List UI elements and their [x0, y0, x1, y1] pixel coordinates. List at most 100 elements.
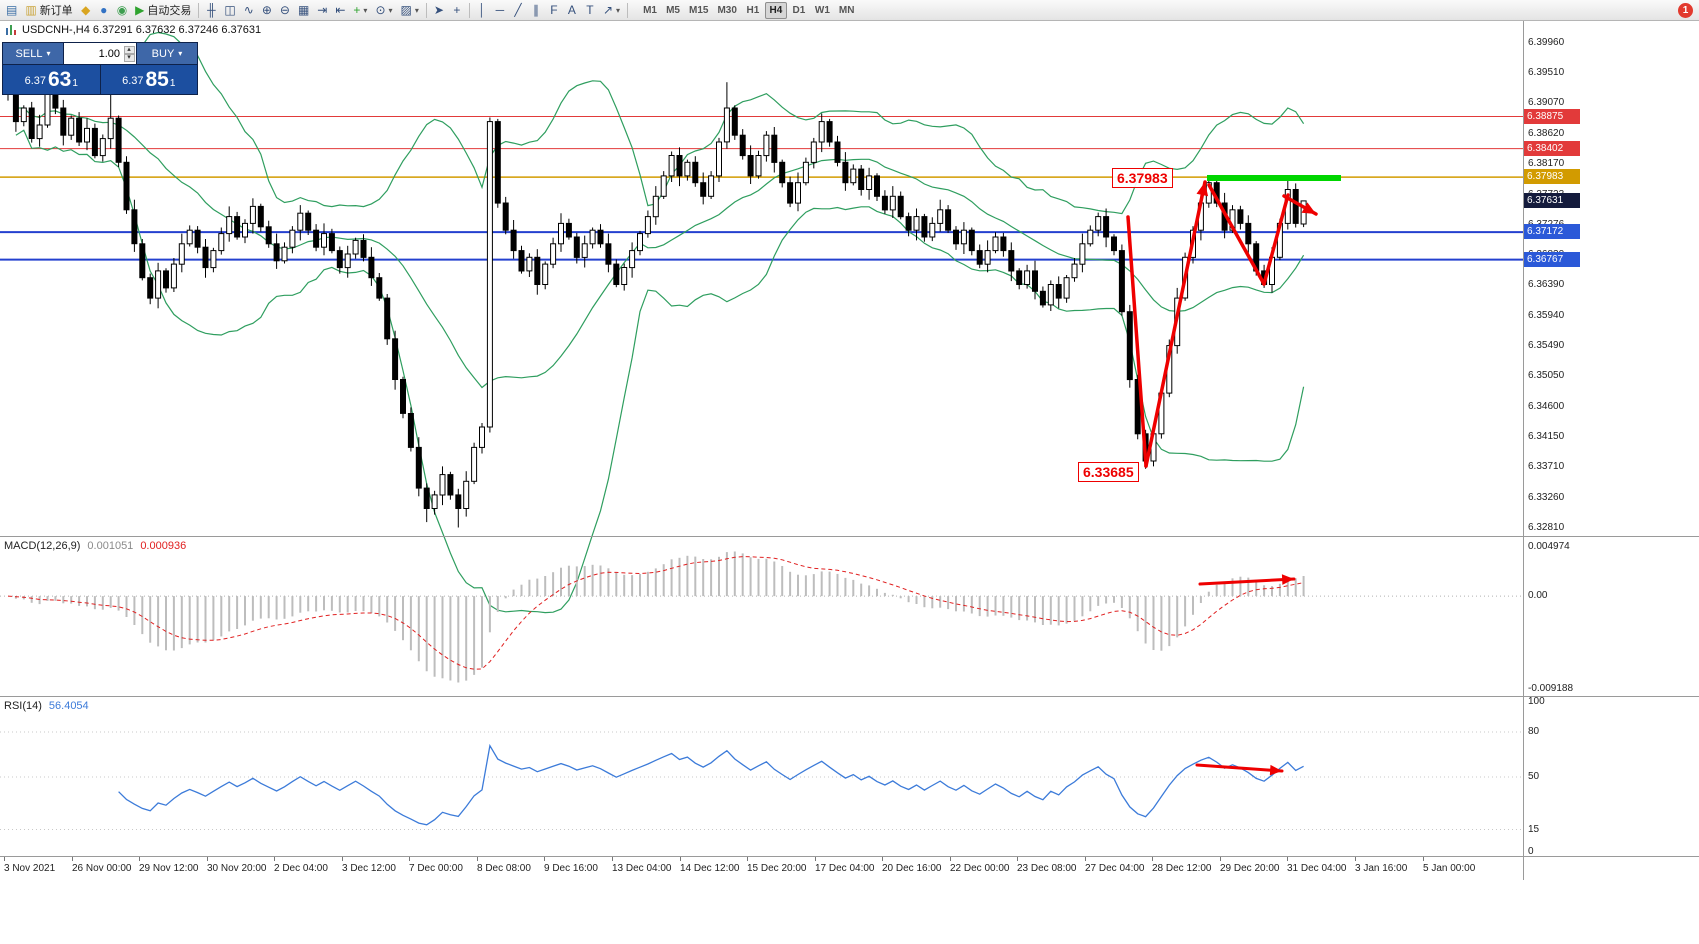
- buy-price-point: 1: [169, 78, 176, 89]
- time-axis-label: 2 Dec 04:00: [274, 863, 328, 874]
- vertical-line-tool[interactable]: │: [478, 3, 486, 17]
- arrows-tool[interactable]: ↗ ▾: [602, 3, 621, 17]
- time-axis-tick: [1152, 857, 1153, 861]
- timeframe-m15-button[interactable]: M15: [689, 4, 709, 16]
- sell-price-figure: 6.37: [24, 74, 46, 87]
- rsi-plot[interactable]: [0, 697, 1523, 857]
- price-axis-label: 6.34600: [1528, 401, 1565, 412]
- label-tool[interactable]: T: [586, 3, 594, 17]
- rsi-name: RSI(14): [4, 700, 42, 712]
- auto-scroll-icon[interactable]: ⇥: [317, 3, 328, 17]
- time-axis-label: 7 Dec 00:00: [409, 863, 463, 874]
- volume-increase-button[interactable]: ▴: [123, 45, 135, 54]
- time-axis-tick: [1423, 857, 1424, 861]
- ohlc-text: USDCNH-,H4 6.37291 6.37632 6.37246 6.376…: [22, 24, 262, 36]
- new-order-button[interactable]: ▥ 新订单: [25, 3, 73, 17]
- time-axis-tick: [1355, 857, 1356, 861]
- price-axis-label: 6.38170: [1528, 158, 1565, 169]
- time-axis-label: 28 Dec 12:00: [1152, 863, 1212, 874]
- price-axis-marker: 6.37631: [1524, 193, 1580, 208]
- fibonacci-tool[interactable]: F: [550, 3, 558, 17]
- candlestick-plot[interactable]: [0, 31, 1523, 614]
- volume-decrease-button[interactable]: ▾: [123, 53, 135, 62]
- time-axis-tick: [950, 857, 951, 861]
- tile-windows-icon[interactable]: ▦: [297, 3, 310, 17]
- panel-separator[interactable]: [0, 536, 1699, 537]
- annotation-high-price-label[interactable]: 6.37983: [1112, 168, 1173, 188]
- volume-input[interactable]: 1.00 ▴ ▾: [64, 43, 136, 64]
- text-tool[interactable]: A: [567, 3, 576, 17]
- timeframe-mn-button[interactable]: MN: [838, 4, 855, 16]
- chart-shift-icon[interactable]: ⇤: [335, 3, 346, 17]
- time-axis-label: 20 Dec 16:00: [882, 863, 942, 874]
- time-axis-label: 26 Nov 00:00: [72, 863, 132, 874]
- sell-price[interactable]: 6.37 63 1: [3, 65, 100, 94]
- notification-badge[interactable]: 1: [1678, 3, 1693, 18]
- price-axis-marker: 6.38875: [1524, 109, 1580, 124]
- line-chart-icon[interactable]: ∿: [243, 3, 254, 17]
- add-indicator-button[interactable]: + ▾: [353, 3, 368, 17]
- community-icon[interactable]: ◉: [116, 3, 128, 17]
- new-chart-icon[interactable]: ▤: [6, 3, 18, 17]
- timeframe-d1-button[interactable]: D1: [792, 4, 806, 16]
- timeframe-m30-button[interactable]: M30: [717, 4, 737, 16]
- toolbar-separator: [468, 2, 470, 18]
- price-axis-marker: 6.37983: [1524, 169, 1580, 184]
- trendline-tool[interactable]: ╱: [514, 3, 522, 17]
- chart-mini-icon: [6, 25, 16, 35]
- cursor-tool[interactable]: ➤: [433, 3, 444, 17]
- time-axis-tick: [882, 857, 883, 861]
- crosshair-tool[interactable]: +: [453, 3, 461, 17]
- time-axis-tick: [139, 857, 140, 861]
- timeframe-h1-button[interactable]: H1: [746, 4, 760, 16]
- buy-button[interactable]: BUY ▾: [137, 43, 197, 64]
- timeframe-m5-button[interactable]: M5: [666, 4, 680, 16]
- time-axis: 3 Nov 2021 26 Nov 00:00 29 Nov 12:00 30 Nov…: [0, 857, 1523, 880]
- price-axis-marker: 6.37172: [1524, 224, 1580, 239]
- timeframe-w1-button[interactable]: W1: [814, 4, 830, 16]
- price-axis-label: 6.35050: [1528, 370, 1565, 381]
- zoom-out-icon[interactable]: ⊖: [279, 3, 290, 17]
- timeframe-h4-button[interactable]: H4: [764, 1, 787, 19]
- time-axis-tick: [1085, 857, 1086, 861]
- zoom-in-icon[interactable]: ⊕: [261, 3, 272, 17]
- templates-button[interactable]: ▨ ▾: [400, 3, 419, 17]
- price-axis-label: 6.34150: [1528, 431, 1565, 442]
- channel-tool[interactable]: ∥: [532, 3, 539, 17]
- symbol-ohlc-header: USDCNH-,H4 6.37291 6.37632 6.37246 6.376…: [5, 24, 261, 36]
- rsi-axis-label: 80: [1528, 726, 1540, 737]
- volume-stepper: ▴ ▾: [123, 45, 135, 62]
- timeframe-m1-button[interactable]: M1: [643, 4, 657, 16]
- time-axis-label: 23 Dec 08:00: [1017, 863, 1077, 874]
- time-axis-label: 22 Dec 00:00: [950, 863, 1010, 874]
- time-axis-label: 27 Dec 04:00: [1085, 863, 1145, 874]
- time-axis-tick: [477, 857, 478, 861]
- chevron-down-icon: ▾: [46, 49, 51, 58]
- time-axis-label: 9 Dec 16:00: [544, 863, 598, 874]
- periods-button[interactable]: ⊙ ▾: [375, 3, 393, 17]
- time-axis-label: 3 Dec 12:00: [342, 863, 396, 874]
- market-icon[interactable]: ●: [100, 3, 108, 17]
- candlestick-chart-icon[interactable]: ◫: [224, 3, 236, 17]
- one-click-trading-panel: SELL ▾ 1.00 ▴ ▾ BUY ▾ 6.37 63 1: [2, 42, 198, 95]
- horizontal-line-tool[interactable]: ─: [495, 3, 505, 17]
- bar-chart-icon[interactable]: ╫: [207, 3, 216, 17]
- buy-price-pips: 85: [145, 68, 169, 91]
- metaeditor-icon[interactable]: ◆: [81, 3, 91, 17]
- time-axis-tick: [1220, 857, 1221, 861]
- price-axis-marker: 6.38402: [1524, 141, 1580, 156]
- autotrading-button[interactable]: ▶ 自动交易: [135, 3, 192, 17]
- rsi-axis-label: 15: [1528, 824, 1540, 835]
- annotation-low-price-label[interactable]: 6.33685: [1078, 462, 1139, 482]
- time-axis-label: 30 Nov 20:00: [207, 863, 267, 874]
- price-axis-label: 6.33710: [1528, 461, 1565, 472]
- panel-separator[interactable]: [0, 696, 1699, 697]
- sell-button[interactable]: SELL ▾: [3, 43, 63, 64]
- macd-plot[interactable]: [0, 537, 1523, 697]
- rsi-axis-label: 50: [1528, 771, 1540, 782]
- time-axis-label: 3 Nov 2021: [4, 863, 56, 874]
- time-axis-tick: [544, 857, 545, 861]
- buy-price[interactable]: 6.37 85 1: [100, 65, 197, 94]
- time-axis-tick: [612, 857, 613, 861]
- axis-separator: [1523, 21, 1524, 880]
